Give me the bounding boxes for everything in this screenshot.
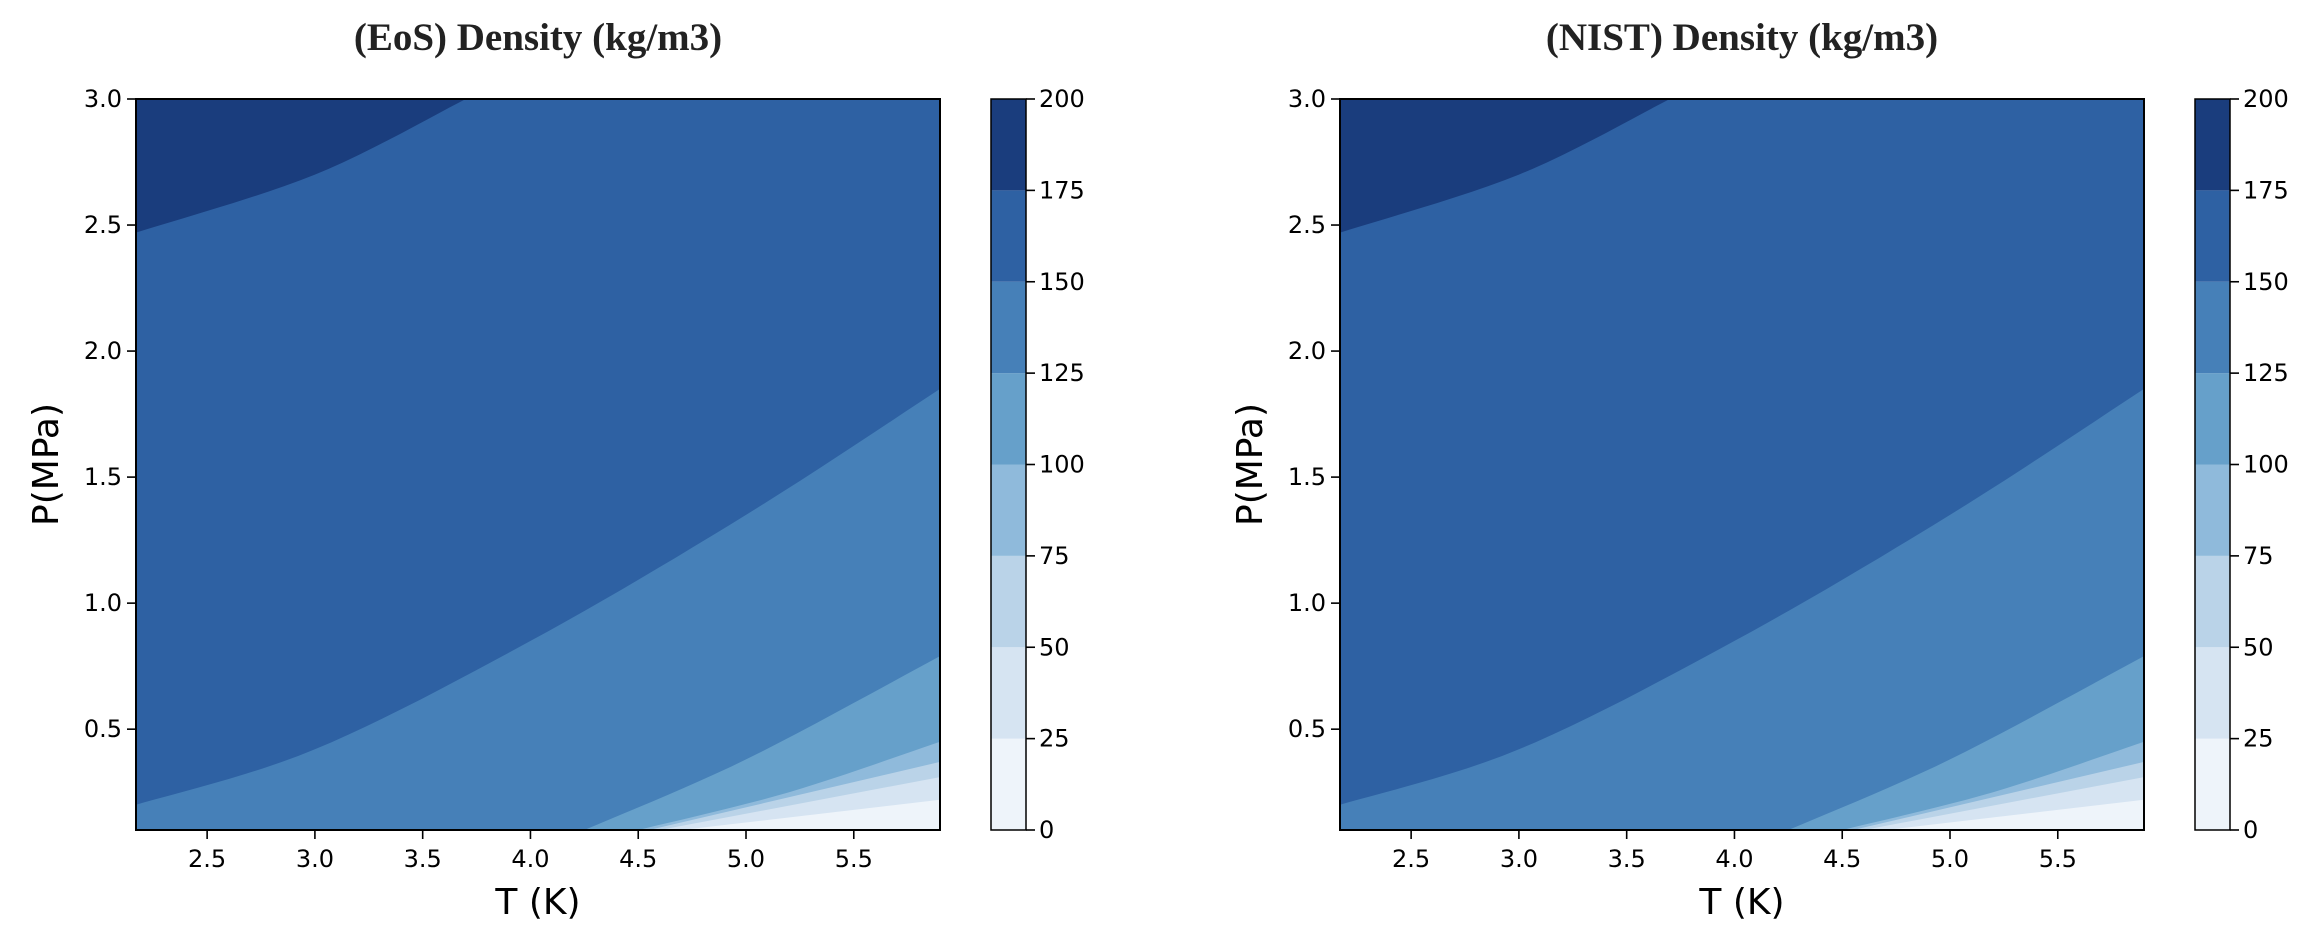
- colorbar-band: [2195, 190, 2230, 282]
- contour-band-0-25: [1885, 799, 2144, 830]
- colorbar-band: [991, 99, 1026, 191]
- contour-band-125-150: [136, 388, 940, 830]
- colorbar-tick-label: 50: [2243, 633, 2274, 661]
- colorbar-tick-label: 200: [1039, 85, 1085, 113]
- x-tick-label: 5.5: [835, 845, 873, 873]
- colorbar-band: [991, 464, 1026, 556]
- x-axis-label: T (K): [494, 882, 580, 923]
- colorbar-tick-label: 0: [2243, 816, 2258, 844]
- contour-band-0-25: [681, 799, 940, 830]
- x-tick-label: 4.0: [511, 845, 549, 873]
- colorbar-tick-label: 175: [2243, 176, 2289, 204]
- plot-frame: [1339, 98, 2145, 831]
- colorbar-tick-label: 25: [2243, 725, 2274, 753]
- colorbar-tick-label: 200: [2243, 85, 2289, 113]
- y-axis-label: P(MPa): [26, 403, 67, 526]
- chart-panel-1: (NIST) Density (kg/m3) 2.5 3.0 3.5 4.0 4.5 5.0…: [1230, 16, 2289, 923]
- x-axis-label: T (K): [1698, 882, 1784, 923]
- colorbar-band: [991, 281, 1026, 374]
- x-tick-label: 5.0: [727, 845, 765, 873]
- y-tick-label: 2.5: [84, 211, 122, 239]
- colorbar-tick-label: 150: [2243, 268, 2289, 296]
- x-tick-label: 5.5: [2039, 845, 2077, 873]
- x-tick-label: 3.0: [1500, 845, 1538, 873]
- x-tick-label: 5.0: [1931, 845, 1969, 873]
- chart-panel-0: (EoS) Density (kg/m3) 2.5 3.0 3.5 4.0 4.5 5.0 5…: [26, 16, 1085, 923]
- contour-band-175-200: [1340, 99, 1670, 233]
- colorbar-tick-label: 125: [1039, 359, 1085, 387]
- colorbar-band: [2195, 464, 2230, 556]
- contour-fills: [1340, 99, 2144, 830]
- x-tick-label: 3.5: [1608, 845, 1646, 873]
- contour-band-125-150: [1340, 388, 2144, 830]
- x-tick-label: 4.0: [1715, 845, 1753, 873]
- y-axis-label: P(MPa): [1230, 403, 1271, 526]
- y-tick-label: 1.5: [1288, 463, 1326, 491]
- chart-title: (NIST) Density (kg/m3): [1546, 16, 1938, 59]
- chart-title: (EoS) Density (kg/m3): [354, 16, 722, 59]
- colorbar-band: [2195, 555, 2230, 648]
- colorbar-band: [991, 373, 1026, 465]
- colorbar: 0 25 50 75 100 125 150 175 200: [2194, 85, 2289, 844]
- colorbar-tick-label: 125: [2243, 359, 2289, 387]
- colorbar-band: [991, 647, 1026, 739]
- colorbar-band: [2195, 373, 2230, 465]
- colorbar-tick-label: 100: [1039, 451, 1085, 479]
- colorbar-tick-label: 25: [1039, 725, 1070, 753]
- colorbar-band: [991, 738, 1026, 830]
- colorbar-tick-label: 0: [1039, 816, 1054, 844]
- y-tick-label: 3.0: [84, 85, 122, 113]
- y-tick-label: 1.0: [84, 589, 122, 617]
- colorbar-tick-label: 75: [1039, 542, 1070, 570]
- y-tick-label: 2.0: [84, 337, 122, 365]
- colorbar-band: [2195, 738, 2230, 830]
- colorbar-band: [2195, 99, 2230, 191]
- y-tick-label: 2.0: [1288, 337, 1326, 365]
- colorbar-tick-label: 100: [2243, 451, 2289, 479]
- colorbar: 0 25 50 75 100 125 150 175 200: [990, 85, 1085, 844]
- x-tick-label: 4.5: [1823, 845, 1861, 873]
- x-tick-label: 2.5: [1392, 845, 1430, 873]
- colorbar-band: [2195, 647, 2230, 739]
- y-tick-label: 1.0: [1288, 589, 1326, 617]
- colorbar-tick-label: 150: [1039, 268, 1085, 296]
- x-tick-label: 3.0: [296, 845, 334, 873]
- contour-band-175-200: [136, 99, 466, 233]
- y-tick-label: 1.5: [84, 463, 122, 491]
- y-tick-label: 0.5: [1288, 715, 1326, 743]
- contour-fills: [136, 99, 940, 830]
- y-tick-label: 0.5: [84, 715, 122, 743]
- x-tick-label: 4.5: [619, 845, 657, 873]
- colorbar-band: [2195, 281, 2230, 374]
- colorbar-tick-label: 50: [1039, 633, 1070, 661]
- plot-frame: [135, 98, 941, 831]
- y-tick-label: 3.0: [1288, 85, 1326, 113]
- colorbar-tick-label: 175: [1039, 176, 1085, 204]
- colorbar-band: [991, 555, 1026, 648]
- colorbar-band: [991, 190, 1026, 282]
- x-tick-label: 2.5: [188, 845, 226, 873]
- colorbar-tick-label: 75: [2243, 542, 2274, 570]
- y-tick-label: 2.5: [1288, 211, 1326, 239]
- x-tick-label: 3.5: [404, 845, 442, 873]
